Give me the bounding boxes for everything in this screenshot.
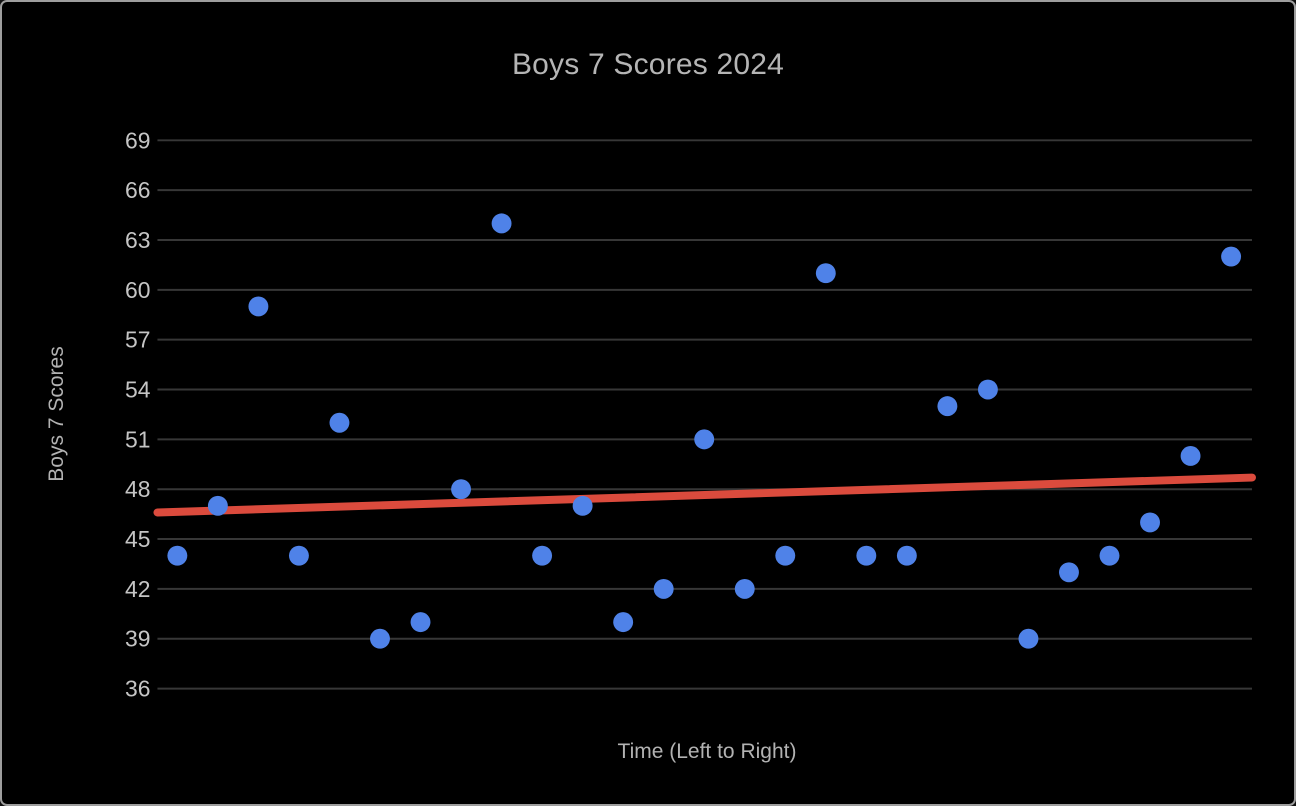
y-tick-label: 45: [125, 526, 150, 552]
y-tick-label: 39: [125, 626, 150, 652]
data-point: [572, 495, 593, 516]
data-point: [815, 263, 836, 284]
data-point: [775, 545, 796, 566]
y-tick-label: 36: [125, 676, 150, 702]
data-point: [613, 612, 634, 633]
x-axis-title: Time (Left to Right): [617, 740, 797, 763]
data-point: [491, 213, 512, 234]
y-tick-label: 63: [125, 227, 150, 253]
data-point: [329, 412, 350, 433]
data-point: [248, 296, 269, 317]
data-point: [167, 545, 188, 566]
y-tick-label: 48: [125, 476, 150, 502]
trendline: [153, 473, 1256, 517]
data-point: [370, 628, 390, 649]
data-point: [856, 545, 877, 566]
y-tick-label: 66: [125, 177, 150, 203]
data-point: [1221, 246, 1242, 267]
data-point: [694, 429, 715, 450]
y-tick-label: 42: [125, 576, 150, 602]
data-point: [653, 578, 674, 599]
data-point: [288, 545, 309, 566]
data-point: [1018, 628, 1039, 649]
data-point: [451, 479, 471, 500]
data-point: [937, 396, 958, 417]
data-point: [1059, 562, 1079, 583]
data-point: [1140, 512, 1160, 533]
data-point: [896, 545, 917, 566]
y-tick-label: 69: [125, 127, 150, 153]
data-point: [1180, 446, 1201, 466]
y-tick-label: 54: [125, 376, 151, 402]
data-point: [734, 578, 755, 599]
data-point: [1099, 545, 1120, 566]
data-point: [977, 379, 998, 400]
y-tick-label: 60: [125, 277, 150, 303]
data-point: [532, 545, 553, 566]
y-tick-label: 51: [125, 426, 150, 452]
data-point: [410, 612, 431, 633]
data-point: [207, 495, 228, 516]
y-tick-label: 57: [125, 327, 150, 353]
